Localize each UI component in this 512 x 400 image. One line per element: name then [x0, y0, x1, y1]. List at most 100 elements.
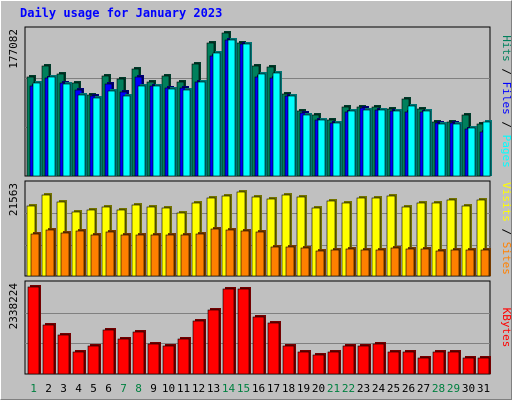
- bar-kbytes-day-9-face: [147, 343, 160, 375]
- bar-kbytes-day-30: [462, 356, 476, 375]
- bar-pages-day-4: [77, 93, 87, 177]
- bar-kbytes-day-28: [432, 350, 446, 375]
- legend-part: Hits: [500, 35, 512, 62]
- bar-pages-day-25-face: [392, 110, 401, 177]
- bar-sites-day-25-face: [390, 247, 400, 277]
- bar-kbytes-day-20: [312, 353, 326, 375]
- bar-kbytes-day-7-face: [117, 338, 130, 375]
- bar-pages-day-8: [137, 84, 147, 177]
- bar-sites-day-12-face: [195, 233, 205, 277]
- bar-sites-day-11-face: [180, 234, 190, 277]
- bar-kbytes-day-8: [132, 330, 146, 375]
- x-tick-label-day-30: 30: [462, 382, 475, 395]
- bar-kbytes-day-15-face: [237, 288, 250, 375]
- bar-kbytes-day-2-face: [42, 324, 55, 375]
- bar-kbytes-day-5-face: [87, 345, 100, 375]
- bar-sites-day-8-face: [135, 234, 145, 277]
- x-tick-label-day-17: 17: [267, 382, 280, 395]
- bar-kbytes-day-5: [87, 344, 101, 375]
- x-tick-label-day-15: 15: [237, 382, 250, 395]
- bar-pages-day-12-face: [197, 81, 206, 177]
- legend-part: /: [500, 222, 512, 242]
- x-tick-label-day-22: 22: [342, 382, 355, 395]
- bar-pages-day-6: [107, 89, 117, 177]
- bar-pages-day-15: [242, 42, 252, 177]
- bar-pages-day-7-face: [122, 95, 131, 177]
- bar-kbytes-day-12-face: [192, 320, 205, 375]
- legend-part: Visits: [500, 182, 512, 222]
- bar-sites-day-16-face: [255, 231, 265, 277]
- legend-part: /: [500, 115, 512, 135]
- bar-pages-day-18-face: [287, 95, 296, 177]
- bar-sites-day-13-face: [210, 228, 220, 277]
- legend-part: KBytes: [500, 308, 512, 348]
- bar-kbytes-day-18: [282, 344, 296, 375]
- bar-sites-day-31-face: [480, 249, 490, 277]
- bar-kbytes-day-9: [147, 342, 161, 375]
- bar-pages-day-30-face: [467, 127, 476, 177]
- bar-sites-day-31: [480, 248, 491, 277]
- bar-sites-day-30-face: [465, 249, 475, 277]
- x-tick-label-day-1: 1: [30, 382, 37, 395]
- bar-kbytes-day-27-face: [417, 357, 430, 375]
- bar-kbytes-day-26-face: [402, 351, 415, 375]
- bar-sites-day-3-face: [60, 232, 70, 277]
- bar-kbytes-day-22: [342, 344, 356, 375]
- bar-kbytes-day-15: [237, 287, 251, 375]
- x-tick-label-day-24: 24: [372, 382, 386, 395]
- bar-pages-day-27-face: [422, 110, 431, 177]
- bar-sites-day-23: [360, 248, 371, 277]
- bar-sites-day-12: [195, 232, 206, 277]
- bar-kbytes-day-13: [207, 308, 221, 375]
- panel-2-ymax-label: 21563: [7, 183, 20, 216]
- bar-pages-day-4-face: [77, 94, 86, 177]
- bar-kbytes-day-6-face: [102, 329, 115, 375]
- x-tick-label-day-14: 14: [222, 382, 236, 395]
- bar-kbytes-day-29: [447, 350, 461, 375]
- bar-sites-day-10: [165, 233, 176, 277]
- bar-kbytes-day-11-face: [177, 338, 190, 375]
- bar-pages-day-23: [362, 108, 372, 177]
- bar-kbytes-day-23-face: [357, 345, 370, 375]
- bar-kbytes-day-26: [402, 350, 416, 375]
- bar-kbytes-day-8-face: [132, 331, 145, 375]
- legend-part: Sites: [500, 242, 512, 275]
- bar-kbytes-day-1-face: [27, 286, 40, 375]
- panel-3-ymax-label: 2338224: [7, 283, 20, 330]
- bar-kbytes-day-14: [222, 287, 236, 375]
- bar-sites-day-6-face: [105, 231, 115, 277]
- bar-pages-day-16-face: [257, 73, 266, 177]
- bar-pages-day-17: [272, 71, 282, 177]
- chart-title: Daily usage for January 2023: [20, 6, 223, 20]
- bar-pages-day-21: [332, 121, 342, 177]
- bar-pages-day-19-face: [302, 114, 311, 177]
- bar-kbytes-day-6: [102, 328, 116, 375]
- bar-kbytes-day-18-face: [282, 345, 295, 375]
- bar-sites-day-18: [285, 245, 296, 277]
- bar-pages-day-30: [467, 126, 477, 177]
- legend-part: Pages: [500, 135, 512, 168]
- x-tick-label-day-11: 11: [177, 382, 190, 395]
- bar-pages-day-13-face: [212, 52, 221, 177]
- bar-pages-day-21-face: [332, 122, 341, 177]
- bar-sites-day-22: [345, 247, 356, 277]
- bar-pages-day-17-face: [272, 72, 281, 177]
- bar-pages-day-26: [407, 104, 417, 177]
- bar-kbytes-day-30-face: [462, 357, 475, 375]
- bar-sites-day-8: [135, 233, 146, 277]
- bar-sites-day-4: [75, 229, 86, 277]
- legend-part: /: [500, 62, 512, 82]
- bar-pages-day-10-face: [167, 88, 176, 177]
- bar-sites-day-19-face: [300, 247, 310, 277]
- bar-pages-day-3: [62, 82, 72, 177]
- bar-sites-day-6: [105, 230, 116, 277]
- bar-sites-day-27: [420, 247, 431, 277]
- x-tick-label-day-20: 20: [312, 382, 325, 395]
- bar-pages-day-24-face: [377, 109, 386, 177]
- bar-sites-day-29: [450, 248, 461, 277]
- bar-pages-day-9-face: [152, 85, 161, 177]
- bar-kbytes-day-23: [357, 344, 371, 375]
- panel-1-ymax-label: 177082: [7, 29, 20, 69]
- bar-kbytes-day-7: [117, 337, 131, 375]
